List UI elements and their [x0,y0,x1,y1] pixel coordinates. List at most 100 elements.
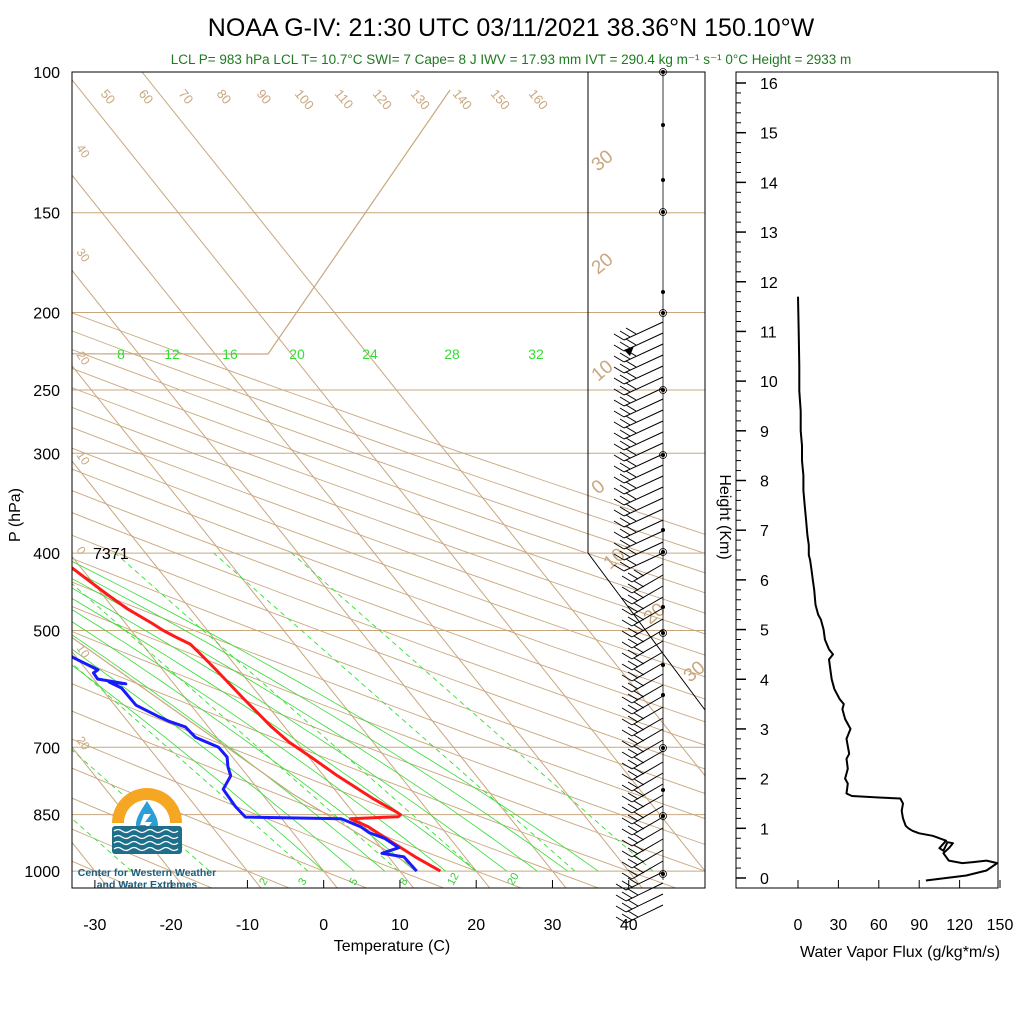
wind-barb-flag [627,759,639,767]
wind-barb-flag [615,916,627,924]
logo-water-block [112,826,182,854]
y-tick-label: 200 [33,306,60,323]
wind-barb-flag [621,762,633,770]
wind-calm-dot [661,631,665,635]
isotherm-label: 30 [74,246,93,265]
y-tick-label: 500 [33,624,60,641]
wind-barb-flag [625,492,637,500]
wind-barb-flag [633,866,645,874]
wind-barb-staff [623,508,664,528]
moist-adiabat-line [72,578,538,872]
wind-barb-flag [613,344,625,352]
moist-adiabat-label: 20 [289,346,305,362]
wind-barb-flag [613,520,625,528]
flux-x-tick-label: 60 [870,917,888,934]
dry-adiabat-line [72,860,135,888]
temperature-profile-line [72,565,442,873]
wind-barb-staff [623,530,664,550]
wind-barb-flag [627,583,639,591]
dry-adiabat-label: 110 [332,86,357,112]
wind-barb-flag [625,514,637,522]
wind-barb-flag [633,844,645,852]
dry-adiabat-label: 100 [292,86,317,112]
wind-barb-staff [623,398,664,418]
wind-barb-flag [633,701,645,709]
wind-barb-flag [613,454,625,462]
wind-barb-flag [621,718,633,726]
wind-barb-flag [627,888,639,896]
dry-adiabat-label: 90 [254,86,275,107]
wind-barb-staff [623,453,664,473]
wind-barb-flag [627,671,639,679]
wind-barb-flag [621,795,633,803]
wind-barb-flag [621,828,633,836]
wind-barb-staff [623,497,664,517]
wind-barb-flag [627,572,639,580]
dry-adiabat-line [72,349,705,574]
wind-barb-flag [619,374,631,382]
flux-x-tick-label: 120 [946,917,973,934]
wind-barb-flag [613,553,625,561]
flux-profile [797,296,999,882]
wind-barb-flag [615,894,627,902]
wind-barb-flag [615,905,627,913]
wind-barb-flag [627,682,639,690]
wind-barb-flag [633,602,645,610]
wind-barb-flag [613,509,625,517]
wind-barb-flag [619,462,631,470]
dry-adiabat-line [72,312,705,535]
dry-adiabat-line [72,330,705,554]
logo-wave-line [113,840,179,846]
wind-barb-flag [627,704,639,712]
isotherm-line [72,555,338,888]
wind-barb-flag [613,476,625,484]
wind-barb-staff [631,563,664,583]
wind-barb-flag [633,690,645,698]
wind-barb-flag [627,770,639,778]
dry-adiabat-line [72,710,522,888]
x-tick-label: 30 [544,917,562,934]
wind-barb-flag [613,366,625,374]
isotherm-line [72,365,491,888]
dry-adiabat-label: 60 [136,86,157,107]
height-tick-label: 8 [760,474,769,491]
mixing-ratio-label: 8 [397,876,410,887]
y-tick-label: 100 [33,65,60,82]
wind-barb-staff [625,882,664,902]
wind-barb-flag [619,407,631,415]
dry-adiabat-label: 80 [214,86,235,107]
wind-barb-flag [633,712,645,720]
mixing-ratio-label: 12 [445,871,462,888]
isotherm-line [72,174,643,888]
x-tick-label: 0 [319,917,328,934]
logo-wave-line [113,828,179,834]
wind-barb-flag [627,836,639,844]
wind-station-circle [659,451,667,459]
figure-subtitle: LCL P= 983 hPa LCL T= 10.7°C SWI= 7 Cape… [171,52,852,67]
wind-barb-flag [627,638,639,646]
wind-calm-dot [661,814,665,818]
wind-barb-flag [619,352,631,360]
wind-barb-flag [625,338,637,346]
moist-adiabat-label: 32 [528,346,544,362]
wind-barb-flag [627,792,639,800]
wind-barb-flag [621,806,633,814]
isotherm-line [72,79,705,872]
dry-adiabat-line [72,367,705,594]
wind-barb-flag [625,426,637,434]
wind-barb-flag [621,880,633,888]
wind-station-circle [659,548,667,556]
wind-barb-flag [619,473,631,481]
wind-barb-flag [625,470,637,478]
wind-barb-flag [625,393,637,401]
wind-barb-flag [633,624,645,632]
wind-barb-flag [619,561,631,569]
wind-barb-flag [625,327,637,335]
wind-barb-flag [625,558,637,566]
height-tick-label: 15 [760,126,778,143]
wind-barb-flag [627,847,639,855]
wind-barb-staff [623,409,664,429]
wind-barb-flag [633,591,645,599]
height-tick-label: 2 [760,772,769,789]
wind-barb-flag [633,745,645,753]
